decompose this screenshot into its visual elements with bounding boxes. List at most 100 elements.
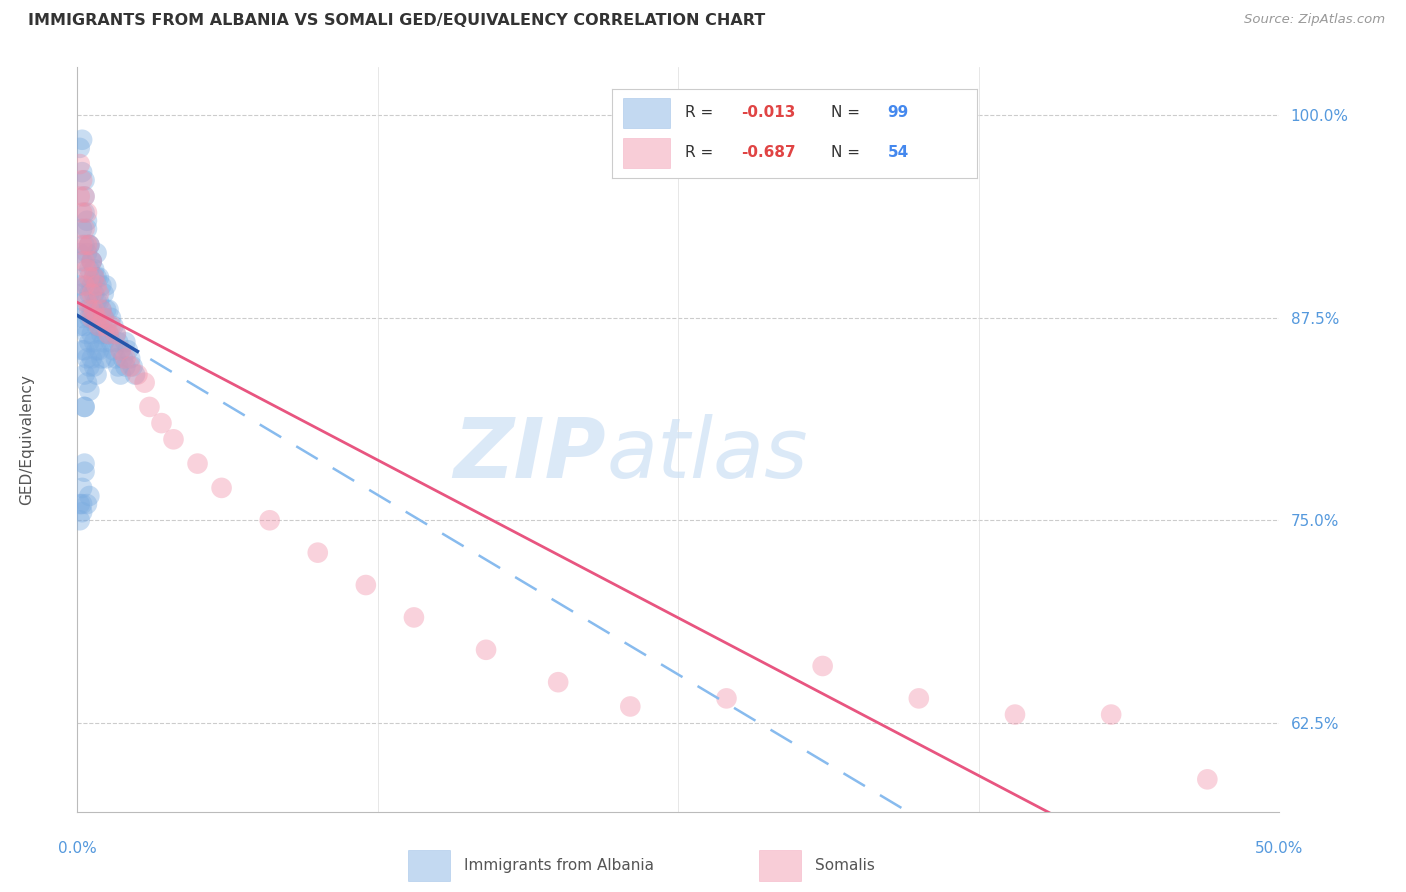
Text: -0.013: -0.013 (741, 105, 796, 120)
Point (79, 302, 101, 317)
Point (908, 691, 931, 706)
Point (117, 343, 139, 358)
Point (69, 513, 91, 527)
Text: 0.0%: 0.0% (58, 841, 97, 855)
Point (70, 133, 93, 147)
Point (86, 278, 108, 293)
Point (73, 238, 96, 252)
Point (73, 465, 96, 479)
Point (73, 457, 96, 471)
Point (100, 310, 122, 325)
Point (76, 376, 98, 390)
Point (111, 351, 134, 366)
Point (86, 343, 108, 358)
Point (83, 359, 105, 374)
Point (93, 286, 115, 301)
Point (76, 351, 98, 366)
Point (87, 343, 110, 358)
Point (162, 432, 184, 446)
Point (93, 310, 115, 325)
Text: IMMIGRANTS FROM ALBANIA VS SOMALI GED/EQUIVALENCY CORRELATION CHART: IMMIGRANTS FROM ALBANIA VS SOMALI GED/EQ… (28, 13, 765, 29)
Point (811, 659, 834, 673)
Text: Source: ZipAtlas.com: Source: ZipAtlas.com (1244, 13, 1385, 27)
Point (73, 343, 96, 358)
Point (86, 294, 108, 309)
Point (79, 286, 101, 301)
Point (97, 302, 120, 317)
Point (80, 254, 103, 268)
Point (73, 400, 96, 414)
Point (104, 327, 127, 342)
Point (70, 497, 93, 511)
Point (73, 222, 96, 236)
Point (79, 262, 101, 277)
Bar (759, 849, 801, 881)
Point (83, 270, 105, 285)
Point (619, 699, 641, 714)
Point (114, 351, 136, 366)
Point (79, 489, 101, 503)
Point (103, 318, 125, 333)
Point (90, 302, 112, 317)
Point (70, 343, 93, 358)
Point (69, 318, 91, 333)
Text: ZIP: ZIP (454, 414, 606, 495)
Bar (408, 849, 450, 881)
Point (1099, 707, 1122, 722)
Point (76, 262, 98, 277)
Point (83, 302, 105, 317)
Point (97, 327, 120, 342)
Point (69, 157, 91, 171)
Point (134, 376, 156, 390)
Point (150, 416, 173, 430)
Point (83, 270, 105, 285)
Point (69, 497, 91, 511)
Point (90, 327, 112, 342)
Point (79, 335, 101, 350)
Point (70, 286, 93, 301)
Point (354, 578, 377, 592)
Point (79, 238, 101, 252)
Point (76, 294, 98, 309)
Point (124, 368, 146, 382)
Point (97, 327, 120, 342)
Text: R =: R = (685, 145, 718, 161)
Point (80, 254, 103, 268)
Point (70, 205, 93, 219)
Point (100, 318, 122, 333)
Text: N =: N = (831, 145, 865, 161)
Point (83, 286, 105, 301)
Text: -0.687: -0.687 (741, 145, 796, 161)
Point (110, 343, 132, 358)
Point (70, 254, 93, 268)
Point (402, 610, 425, 624)
Point (110, 368, 132, 382)
Point (96, 318, 118, 333)
Bar (623, 138, 671, 168)
Point (80, 302, 103, 317)
Point (259, 513, 281, 527)
Point (76, 213, 98, 227)
Point (80, 254, 103, 268)
Point (121, 359, 143, 374)
Point (76, 497, 98, 511)
Point (76, 238, 98, 252)
Point (114, 359, 136, 374)
Point (76, 222, 98, 236)
Point (80, 286, 103, 301)
Point (79, 310, 101, 325)
Point (87, 318, 110, 333)
Point (86, 270, 108, 285)
Text: R =: R = (685, 105, 718, 120)
Point (79, 238, 101, 252)
Point (87, 318, 110, 333)
Point (73, 294, 96, 309)
Point (70, 222, 93, 236)
Point (90, 302, 112, 317)
Point (716, 691, 738, 706)
Point (79, 270, 101, 285)
Point (86, 310, 108, 325)
Point (83, 335, 105, 350)
Point (90, 278, 112, 293)
Text: 54: 54 (887, 145, 908, 161)
